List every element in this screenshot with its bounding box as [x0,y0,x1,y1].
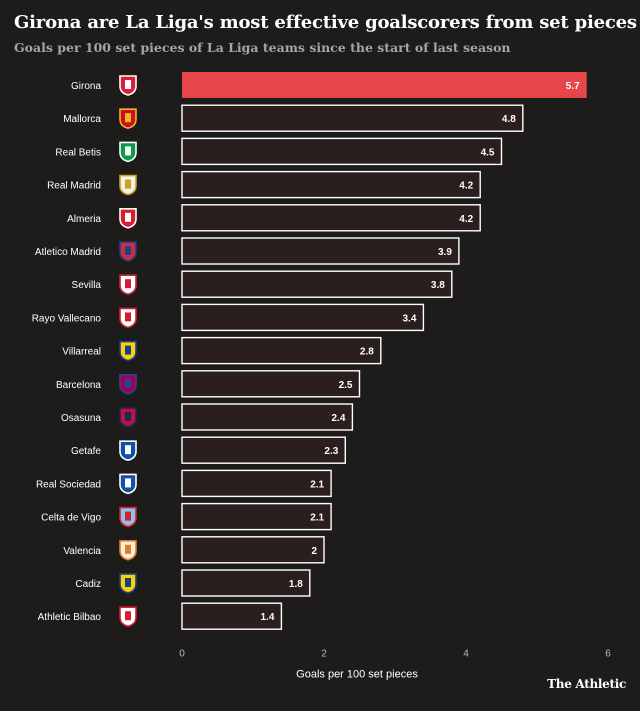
bar-value-label: 4.8 [502,114,516,125]
bar [181,137,503,166]
team-label: Real Madrid [47,181,101,192]
athletic-bilbao-crest-icon [119,606,137,628]
team-label: Getafe [71,446,101,457]
team-label: Real Sociedad [36,479,101,490]
bar-value-label: 2.5 [339,380,353,391]
real-betis-crest-icon [119,141,137,163]
rayo-vallecano-crest-icon [119,307,137,329]
bar-value-label: 5.7 [566,81,580,92]
bar [181,370,361,398]
team-label: Atletico Madrid [35,247,101,258]
mallorca-crest-icon [119,108,137,130]
bar-value-label: 1.4 [260,612,274,623]
real-madrid-crest-icon [119,174,137,196]
barcelona-crest-icon [119,374,137,395]
bar [181,303,425,332]
bar [181,237,460,265]
bar-value-label: 3.4 [402,313,416,324]
team-label: Athletic Bilbao [38,612,102,623]
bar-value-label: 2.3 [324,446,338,457]
x-tick-label: 2 [321,648,327,659]
chart-title: Girona are La Liga's most effective goal… [14,12,637,33]
girona-crest-icon [119,75,137,96]
bar-value-label: 2.4 [331,413,345,424]
bar [181,569,311,597]
bar [181,469,332,498]
bar [181,403,354,431]
cadiz-crest-icon [119,573,137,594]
bar-value-label: 2.8 [360,347,374,358]
team-label: Barcelona [56,380,101,391]
bar [181,602,283,630]
bar [181,436,347,464]
team-label: Mallorca [63,114,101,125]
almeria-crest-icon [119,208,137,229]
x-tick-label: 0 [179,648,185,659]
team-label: Cadiz [75,579,101,590]
team-label: Real Betis [55,147,101,158]
villarreal-crest-icon [119,340,137,362]
bar [181,336,382,365]
team-label: Girona [71,81,101,92]
bar-value-label: 4.2 [459,214,473,225]
real-sociedad-crest-icon [119,473,137,495]
osasuna-crest-icon [119,407,137,428]
team-label: Osasuna [61,413,101,424]
x-tick-label: 6 [605,648,611,659]
bar [181,170,481,199]
bar [181,204,481,232]
team-label: Almeria [67,214,101,225]
bar [181,270,453,298]
celta-de-vigo-crest-icon [119,506,137,528]
bar-value-label: 2 [311,546,317,557]
team-label: Villarreal [62,347,101,358]
chart-subtitle: Goals per 100 set pieces of La Liga team… [14,40,511,55]
bar-value-label: 3.8 [431,280,445,291]
bar [181,502,332,531]
bar-value-label: 2.1 [310,479,324,490]
team-label: Valencia [63,546,101,557]
bar-value-label: 1.8 [289,579,303,590]
bar [181,104,524,132]
getafe-crest-icon [119,440,137,462]
sevilla-crest-icon [119,274,137,296]
valencia-crest-icon [119,540,137,561]
team-label: Rayo Vallecano [32,313,102,324]
bar-value-label: 4.2 [459,181,473,192]
brand-logo: The Athletic [547,677,626,691]
x-tick-label: 4 [463,648,469,659]
bar-highlight [182,72,587,98]
team-label: Sevilla [72,280,102,291]
x-axis-label: Goals per 100 set pieces [296,668,418,680]
atletico-madrid-crest-icon [119,241,137,262]
bar [181,536,325,564]
bar-value-label: 4.5 [481,147,495,158]
bar-value-label: 3.9 [438,247,452,258]
bar-value-label: 2.1 [310,513,324,524]
team-label: Celta de Vigo [41,513,101,524]
